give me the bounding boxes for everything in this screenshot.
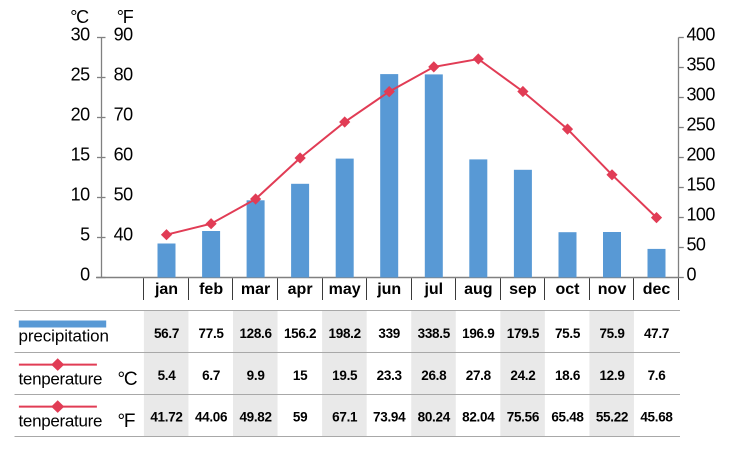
- svg-text:67.1: 67.1: [332, 410, 358, 425]
- svg-text:10: 10: [71, 185, 90, 205]
- svg-text:198.2: 198.2: [329, 326, 361, 341]
- svg-text:45.68: 45.68: [640, 410, 673, 425]
- svg-text:30: 30: [71, 25, 90, 45]
- svg-text:47.7: 47.7: [644, 326, 669, 341]
- svg-text:75.5: 75.5: [555, 326, 581, 341]
- svg-text:150: 150: [687, 175, 716, 195]
- svg-text:0: 0: [687, 265, 697, 285]
- svg-text:200: 200: [687, 145, 716, 165]
- svg-text:15: 15: [71, 145, 90, 165]
- svg-text:jun: jun: [376, 281, 401, 298]
- svg-text:5.4: 5.4: [158, 368, 177, 383]
- svg-text:nov: nov: [598, 281, 627, 298]
- svg-text:82.04: 82.04: [462, 410, 495, 425]
- svg-text:9.9: 9.9: [247, 368, 265, 383]
- svg-text:338.5: 338.5: [418, 326, 451, 341]
- svg-text:25: 25: [71, 65, 90, 85]
- svg-text:sep: sep: [509, 281, 537, 298]
- svg-text:jan: jan: [154, 281, 178, 298]
- svg-text:55.22: 55.22: [596, 410, 628, 425]
- svg-text:90: 90: [114, 25, 133, 45]
- svg-text:100: 100: [687, 205, 716, 225]
- svg-text:15: 15: [293, 368, 308, 383]
- svg-text:75.9: 75.9: [599, 326, 624, 341]
- svg-text:precipitation: precipitation: [19, 327, 109, 346]
- svg-text:56.7: 56.7: [154, 326, 179, 341]
- svg-text:350: 350: [687, 55, 716, 75]
- svg-text:80: 80: [114, 65, 133, 85]
- svg-text:may: may: [329, 281, 361, 298]
- svg-text:°C: °C: [70, 7, 89, 27]
- svg-text:300: 300: [687, 85, 716, 105]
- svg-text:196.9: 196.9: [462, 326, 494, 341]
- svg-text:60: 60: [114, 145, 133, 165]
- svg-text:mar: mar: [241, 281, 270, 298]
- svg-text:50: 50: [687, 235, 706, 255]
- svg-text:18.6: 18.6: [555, 368, 581, 383]
- svg-text:0: 0: [80, 265, 90, 285]
- svg-text:°F: °F: [118, 411, 135, 432]
- svg-text:6.7: 6.7: [202, 368, 220, 383]
- svg-text:jul: jul: [423, 281, 443, 298]
- svg-text:75.56: 75.56: [507, 410, 540, 425]
- svg-text:65.48: 65.48: [551, 410, 584, 425]
- svg-text:128.6: 128.6: [239, 326, 272, 341]
- svg-text:27.8: 27.8: [466, 368, 492, 383]
- svg-text:250: 250: [687, 115, 716, 135]
- svg-text:156.2: 156.2: [284, 326, 316, 341]
- svg-text:73.94: 73.94: [373, 410, 406, 425]
- svg-text:77.5: 77.5: [199, 326, 225, 341]
- svg-text:80.24: 80.24: [418, 410, 451, 425]
- svg-text:19.5: 19.5: [332, 368, 358, 383]
- svg-text:59: 59: [293, 410, 307, 425]
- svg-text:°C: °C: [118, 369, 137, 390]
- svg-text:70: 70: [114, 105, 133, 125]
- svg-text:339: 339: [378, 326, 400, 341]
- svg-text:20: 20: [71, 105, 90, 125]
- svg-text:feb: feb: [199, 281, 223, 298]
- svg-text:7.6: 7.6: [648, 368, 667, 383]
- svg-text:oct: oct: [556, 281, 581, 298]
- svg-text:apr: apr: [288, 281, 313, 298]
- svg-text:50: 50: [114, 185, 133, 205]
- svg-text:40: 40: [114, 225, 133, 245]
- svg-text:dec: dec: [643, 281, 671, 298]
- svg-text:41.72: 41.72: [150, 410, 182, 425]
- svg-text:12.9: 12.9: [599, 368, 624, 383]
- svg-text:aug: aug: [464, 281, 492, 298]
- svg-text:°F: °F: [117, 7, 134, 27]
- svg-text:44.06: 44.06: [195, 410, 228, 425]
- svg-text:179.5: 179.5: [507, 326, 540, 341]
- svg-text:49.82: 49.82: [239, 410, 271, 425]
- svg-text:tenperature: tenperature: [19, 412, 103, 431]
- svg-text:400: 400: [687, 25, 716, 45]
- svg-text:tenperature: tenperature: [19, 370, 103, 389]
- svg-text:23.3: 23.3: [377, 368, 403, 383]
- svg-text:5: 5: [80, 225, 90, 245]
- svg-text:26.8: 26.8: [421, 368, 447, 383]
- svg-text:24.2: 24.2: [510, 368, 535, 383]
